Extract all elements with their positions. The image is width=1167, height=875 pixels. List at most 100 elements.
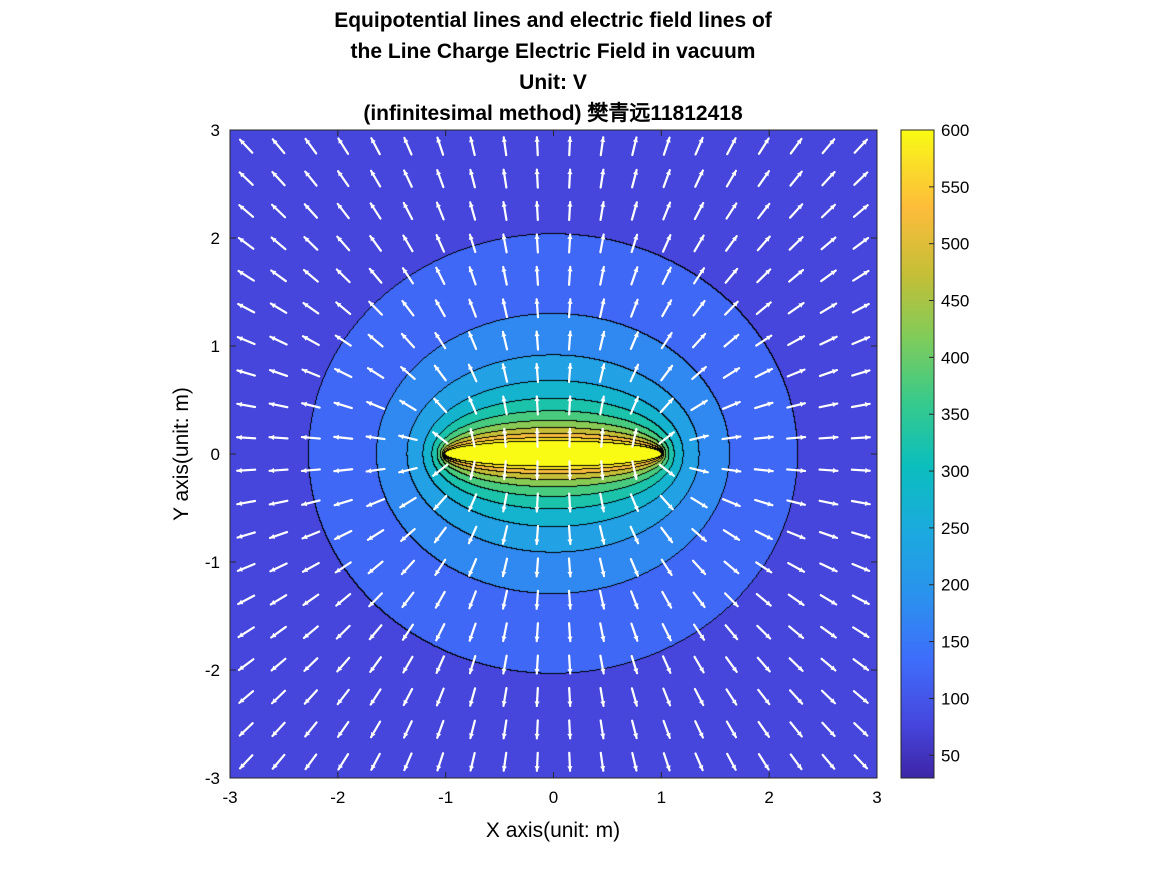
field-arrow xyxy=(501,557,509,578)
field-arrow xyxy=(369,169,382,188)
field-arrow xyxy=(236,499,257,506)
field-arrow xyxy=(853,138,869,154)
field-arrow xyxy=(501,751,508,772)
field-arrow xyxy=(270,625,287,639)
field-arrow xyxy=(598,363,606,383)
field-arrow xyxy=(820,203,837,219)
title-line-4: (infinitesimal method) 樊青远11812418 xyxy=(363,101,743,125)
colorbar-ticks: 50 100 150 200 250 300 350 400 450 500 550 600 xyxy=(929,121,969,765)
field-arrow xyxy=(754,498,774,507)
field-arrow xyxy=(501,298,509,319)
field-arrow xyxy=(661,234,672,253)
field-arrow xyxy=(467,396,478,415)
field-arrow xyxy=(725,688,738,706)
field-arrow xyxy=(567,362,573,384)
field-arrow xyxy=(302,625,319,640)
field-arrow xyxy=(334,367,353,379)
field-arrow xyxy=(402,687,414,707)
field-arrow xyxy=(436,719,445,739)
field-arrow xyxy=(820,269,837,283)
field-arrow xyxy=(599,168,606,189)
x-tick-label: 2 xyxy=(764,788,773,807)
field-arrow xyxy=(631,136,638,157)
field-arrow xyxy=(725,656,738,673)
colorbar-tick-label: 250 xyxy=(941,519,969,538)
field-arrow xyxy=(786,401,806,409)
field-arrow xyxy=(567,751,573,772)
field-arrow xyxy=(851,531,871,539)
field-arrow xyxy=(367,560,384,575)
field-arrow xyxy=(434,590,446,609)
field-arrow xyxy=(851,369,871,377)
field-arrow xyxy=(433,526,447,544)
field-arrow xyxy=(467,525,478,545)
field-arrow xyxy=(821,721,836,738)
field-arrow xyxy=(598,330,606,351)
field-arrow xyxy=(237,302,256,314)
field-arrow xyxy=(303,689,319,705)
field-arrow xyxy=(501,395,508,416)
field-arrow xyxy=(534,136,540,157)
field-arrow xyxy=(401,623,414,641)
colorbar-tick-label: 400 xyxy=(941,348,969,367)
field-arrow xyxy=(469,460,476,481)
field-arrow xyxy=(369,656,382,673)
field-arrow xyxy=(819,335,838,346)
field-arrow xyxy=(788,689,804,705)
field-arrow xyxy=(567,395,573,416)
field-arrow xyxy=(270,657,287,672)
colorbar-tick-label: 100 xyxy=(941,689,969,708)
field-arrow xyxy=(336,720,350,738)
field-arrow xyxy=(369,688,382,706)
field-arrow xyxy=(786,499,806,507)
field-arrow xyxy=(629,558,639,577)
field-arrow xyxy=(271,721,286,738)
field-arrow xyxy=(599,427,605,448)
field-arrow xyxy=(662,169,671,189)
field-arrow xyxy=(269,335,288,346)
field-arrow xyxy=(630,654,639,675)
field-arrow xyxy=(534,395,540,416)
field-arrow xyxy=(301,335,320,347)
field-arrow xyxy=(851,594,870,606)
field-arrow xyxy=(567,589,573,610)
field-arrow xyxy=(300,467,321,474)
field-arrow xyxy=(757,170,771,188)
field-arrow xyxy=(786,530,806,540)
field-arrow xyxy=(333,468,354,474)
field-arrow xyxy=(726,752,737,771)
field-arrow xyxy=(567,622,573,643)
field-arrow xyxy=(662,719,671,739)
field-arrow xyxy=(725,169,738,188)
field-arrow xyxy=(661,590,673,609)
field-arrow xyxy=(787,301,805,315)
x-axis: -3 -2 -1 0 1 2 3 xyxy=(222,130,882,807)
field-arrow xyxy=(433,364,447,382)
field-arrow xyxy=(336,688,350,706)
field-arrow xyxy=(432,463,449,477)
field-arrow xyxy=(788,236,804,251)
field-arrow xyxy=(599,622,606,643)
field-arrow xyxy=(819,594,838,606)
field-arrow xyxy=(302,268,319,283)
field-arrow xyxy=(337,753,350,771)
field-arrow xyxy=(468,266,477,286)
field-arrow xyxy=(599,687,606,707)
field-arrow xyxy=(726,137,737,156)
field-arrow xyxy=(786,368,806,378)
field-arrow xyxy=(658,463,675,477)
field-arrow xyxy=(821,138,836,155)
field-arrow xyxy=(694,752,704,772)
field-arrow xyxy=(501,622,508,643)
colorbar: 50 100 150 200 250 300 350 400 450 500 550 600 xyxy=(900,121,969,779)
field-arrow xyxy=(334,334,352,347)
field-arrow xyxy=(399,399,417,412)
field-arrow xyxy=(660,331,673,350)
field-arrow xyxy=(599,233,606,254)
field-arrow xyxy=(534,557,540,578)
y-tick-label: -2 xyxy=(205,661,220,680)
field-arrow xyxy=(725,235,738,252)
field-arrow xyxy=(788,625,805,640)
field-arrow xyxy=(366,400,386,410)
field-arrow xyxy=(787,593,805,607)
